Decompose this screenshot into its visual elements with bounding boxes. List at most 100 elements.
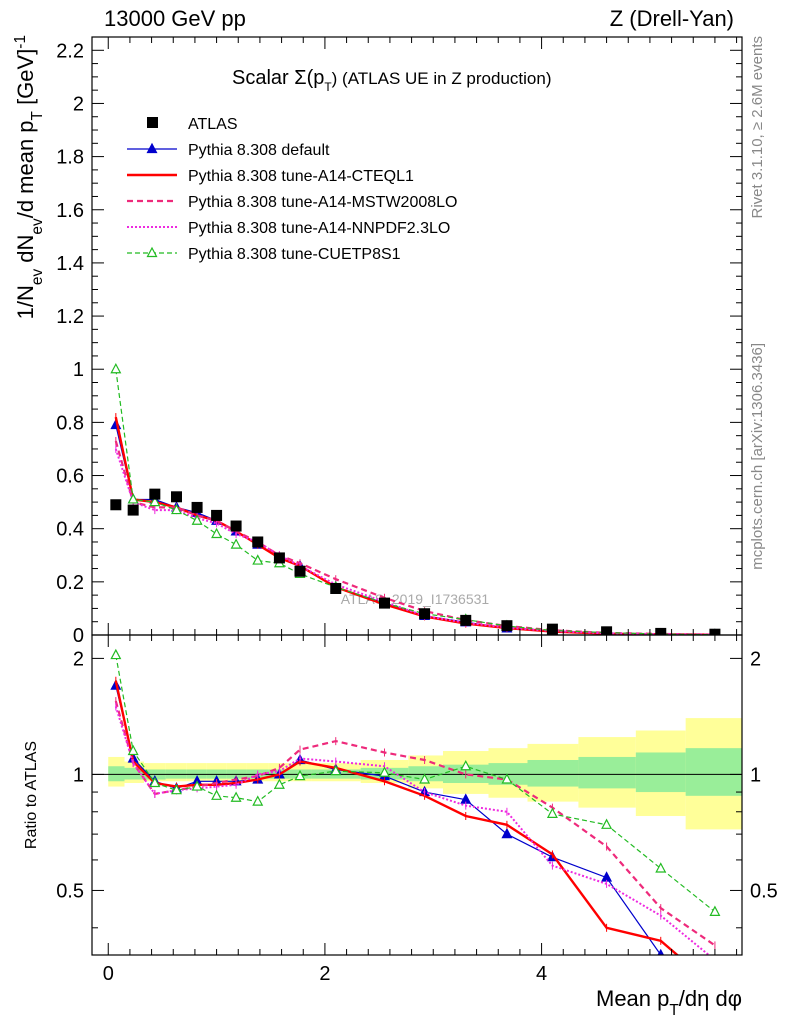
ratio-point-default: [501, 827, 513, 839]
ratio-point-cuetp8s1: [230, 791, 242, 802]
ratio-y-tick-label-left: 1: [73, 764, 84, 786]
legend-label: Pythia 8.308 tune-A14-NNPDF2.3LO: [188, 220, 450, 237]
ratio-point-cuetp8s1: [330, 764, 342, 776]
band-inner-bin: [124, 767, 144, 780]
ratio-point-cuetp8s1: [273, 778, 285, 789]
ratio-y-tick-label-left: 0.5: [56, 880, 84, 902]
main-y-tick-label: 1.8: [56, 147, 84, 169]
atlas-point: [110, 499, 122, 511]
main-y-tick-label: 0.6: [56, 466, 84, 488]
ratio-series-cteql1: [114, 676, 680, 955]
main-point-cuetp8s1: [149, 495, 161, 507]
atlas-point: [294, 565, 306, 577]
ratio-bands: [108, 718, 742, 830]
x-tick-label: 2: [319, 963, 330, 985]
atlas-point: [230, 520, 242, 532]
ratio-point-cuetp8s1: [601, 818, 613, 829]
main-point-cuetp8s1: [252, 554, 264, 565]
atlas-data: [110, 488, 721, 635]
atlas-point: [127, 504, 139, 516]
ratio-y-axis: 0.5 0.5 1 1 2 2: [56, 648, 778, 929]
atlas-point: [546, 623, 558, 635]
ratio-series-mstw: [114, 697, 716, 950]
main-y-tick-label: 1.4: [56, 253, 84, 275]
main-y-tick-label: 1.6: [56, 200, 84, 222]
band-inner-bin: [527, 759, 579, 787]
ratio-y-tick-label-right: 1: [750, 764, 761, 786]
ratio-point-cuetp8s1: [211, 789, 223, 800]
ratio-point-cuetp8s1: [655, 862, 667, 873]
atlas-point: [379, 597, 390, 609]
x-axis: 0 2 4: [103, 37, 738, 985]
ratio-point-default: [657, 948, 665, 955]
x-tick-label: 4: [536, 963, 547, 985]
legend-marker-cuetp8s1: [146, 246, 158, 258]
main-y-tick-label: 0.2: [56, 572, 84, 594]
atlas-point: [460, 614, 472, 626]
rivet-version-label: Rivet 3.1.10, ≥ 2.6M events: [749, 36, 766, 219]
atlas-point: [149, 488, 161, 500]
ratio-series-cuetp8s1: [110, 648, 721, 916]
main-y-tick-label: 0.4: [56, 519, 84, 541]
legend-marker-default: [146, 142, 158, 154]
ratio-series-default: [110, 679, 719, 980]
ratio-point-cuetp8s1: [252, 795, 264, 806]
x-tick-label: 0: [103, 963, 114, 985]
ratio-point-default: [710, 971, 719, 980]
atlas-point: [655, 627, 667, 635]
main-y-tick-label: 0.8: [56, 412, 84, 434]
x-axis-label: Mean pT/dη dφ: [596, 986, 742, 1019]
legend-label: Pythia 8.308 tune-CUETP8S1: [188, 246, 401, 263]
mcplots-label: mcplots.cern.ch [arXiv:1306.3436]: [749, 343, 766, 570]
ratio-point-cuetp8s1: [379, 766, 390, 777]
ratio-point-cuetp8s1: [110, 648, 122, 660]
ratio-y-tick-label-left: 2: [73, 648, 84, 670]
ratio-point-cuetp8s1: [460, 759, 472, 771]
band-inner-bin: [108, 766, 125, 782]
ratio-point-cuetp8s1: [501, 773, 513, 784]
chart-title: Scalar Σ(pT) (ATLAS UE in Z production): [232, 67, 552, 94]
main-y-tick-label: 2: [73, 93, 84, 115]
main-point-cuetp8s1: [211, 527, 223, 539]
ratio-y-tick-label-right: 0.5: [750, 880, 778, 902]
ratio-y-tick-label-right: 2: [750, 648, 761, 670]
ratio-point-cuetp8s1: [419, 773, 431, 784]
main-point-cuetp8s1: [110, 362, 122, 374]
main-y-tick-label: 0: [73, 625, 84, 647]
ratio-line-cteql1: [114, 680, 680, 955]
legend-label: ATLAS: [188, 116, 238, 133]
legend-label: Pythia 8.308 tune-A14-CTEQL1: [188, 168, 414, 185]
main-y-axis-label: 1/Nev dNev/d mean pT [GeV]-1: [12, 35, 46, 319]
legend: ATLAS Pythia 8.308 default Pythia 8.308 tu…: [127, 116, 457, 263]
atlas-point: [330, 582, 342, 594]
band-inner-bin: [635, 752, 686, 793]
ratio-point-cuetp8s1: [191, 780, 203, 791]
main-y-tick-label: 2.2: [56, 40, 84, 62]
main-point-cuetp8s1: [127, 493, 139, 504]
atlas-point: [501, 620, 513, 632]
ratio-frame: [91, 634, 743, 956]
legend-label: Pythia 8.308 default: [188, 142, 330, 159]
main-series-nnpdf: [114, 444, 716, 635]
atlas-point: [191, 501, 203, 513]
legend-label: Pythia 8.308 tune-A14-MSTW2008LO: [188, 194, 457, 211]
main-point-cuetp8s1: [230, 538, 242, 549]
atlas-point: [211, 509, 223, 521]
band-inner-bin: [408, 766, 443, 782]
atlas-point: [252, 536, 264, 548]
main-y-tick-label: 1: [73, 359, 84, 381]
ratio-y-axis-label: Ratio to ATLAS: [23, 741, 40, 849]
ratio-point-cuetp8s1: [149, 776, 161, 788]
main-series-mstw: [114, 436, 716, 635]
band-inner-bin: [578, 756, 636, 789]
ratio-point-cuetp8s1: [171, 783, 182, 795]
main-y-tick-label: 1.2: [56, 306, 84, 328]
ratio-point-cuetp8s1: [546, 807, 558, 818]
atlas-point: [419, 608, 431, 620]
ratio-point-cuetp8s1: [127, 744, 139, 756]
atlas-point: [273, 552, 285, 564]
ratio-point-cuetp8s1: [709, 905, 721, 916]
main-point-cuetp8s1: [171, 503, 182, 515]
main-y-axis: 0 0.2 0.4 0.6 0.8 1 1.2 1.4 1.6 1.8 2 2.2: [56, 36, 742, 647]
